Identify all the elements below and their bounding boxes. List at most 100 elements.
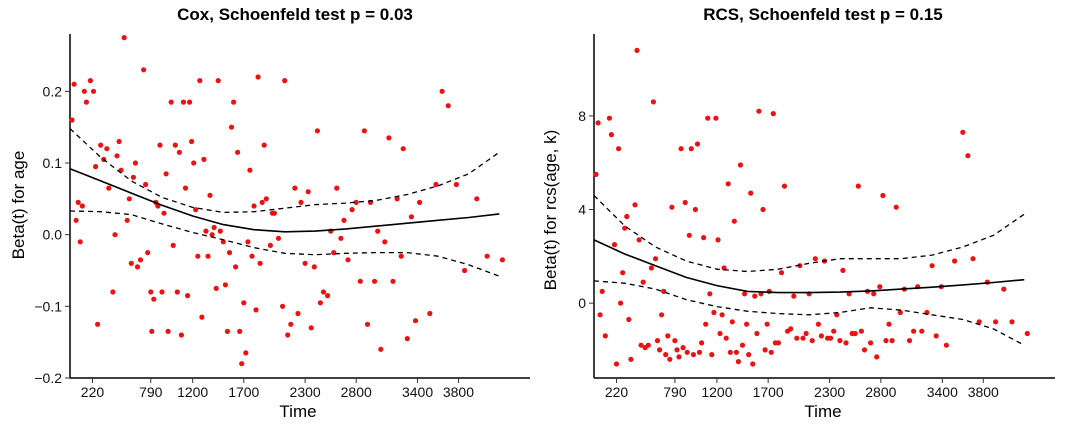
y-tick-label-cox: 0.1 xyxy=(43,155,63,171)
data-point-rcs xyxy=(616,146,622,152)
data-point-rcs xyxy=(672,338,678,344)
upper-confidence-band-rcs xyxy=(593,195,1025,273)
data-point-rcs xyxy=(886,321,892,327)
data-point-rcs xyxy=(874,354,880,360)
data-point-cox xyxy=(251,203,257,209)
y-axis-label-cox: Beta(t) for age xyxy=(9,151,28,260)
data-point-rcs xyxy=(843,340,849,346)
data-point-cox xyxy=(226,250,233,256)
data-point-rcs xyxy=(815,321,822,327)
data-point-rcs xyxy=(794,335,800,341)
data-point-rcs xyxy=(622,225,628,231)
data-point-rcs xyxy=(632,202,638,208)
data-point-cox xyxy=(145,250,151,256)
data-point-rcs xyxy=(711,309,717,316)
data-point-cox xyxy=(364,321,371,327)
data-point-rcs xyxy=(889,338,895,344)
data-point-cox xyxy=(95,321,101,327)
data-point-rcs xyxy=(911,328,917,334)
data-point-rcs xyxy=(595,120,601,126)
data-point-rcs xyxy=(893,204,899,210)
x-tick-label-rcs: 3400 xyxy=(927,384,958,400)
data-point-cox xyxy=(191,160,197,166)
data-point-cox xyxy=(259,199,265,205)
data-point-cox xyxy=(314,128,320,134)
data-point-rcs xyxy=(831,328,837,334)
data-point-cox xyxy=(203,228,209,234)
data-point-rcs xyxy=(634,47,640,54)
fitted-beta-line-rcs xyxy=(593,239,1025,294)
data-point-rcs xyxy=(705,115,711,121)
data-point-cox xyxy=(104,146,110,152)
data-point-rcs xyxy=(752,293,758,299)
data-point-cox xyxy=(400,146,406,152)
data-point-cox xyxy=(141,67,147,73)
data-point-cox xyxy=(207,192,213,198)
data-point-rcs xyxy=(1009,319,1015,325)
data-point-cox xyxy=(172,142,178,148)
data-point-rcs xyxy=(976,319,982,325)
data-point-cox xyxy=(134,264,141,270)
data-point-cox xyxy=(263,196,269,202)
lower-confidence-band-cox xyxy=(69,210,500,277)
data-point-cox xyxy=(126,196,132,202)
data-point-rcs xyxy=(731,218,737,224)
y-tick-label-rcs: 4 xyxy=(578,202,586,218)
data-point-rcs xyxy=(760,206,766,213)
data-point-cox xyxy=(182,185,189,191)
data-point-rcs xyxy=(744,321,750,327)
data-point-rcs xyxy=(775,340,782,346)
data-point-rcs xyxy=(1024,330,1030,337)
data-point-rcs xyxy=(597,312,603,318)
data-point-rcs xyxy=(652,256,659,262)
data-point-rcs xyxy=(688,146,694,152)
y-tick-label-rcs: 8 xyxy=(578,108,586,124)
data-point-rcs xyxy=(701,235,707,241)
data-point-cox xyxy=(341,217,347,223)
data-point-cox xyxy=(334,185,340,191)
data-point-cox xyxy=(199,314,205,320)
data-point-rcs xyxy=(756,108,762,114)
data-point-rcs xyxy=(715,237,721,243)
data-point-cox xyxy=(168,99,174,105)
data-point-cox xyxy=(178,332,184,338)
data-point-rcs xyxy=(676,354,682,360)
data-point-cox xyxy=(280,303,286,309)
data-point-cox xyxy=(271,210,277,216)
data-point-rcs xyxy=(593,171,599,177)
data-point-cox xyxy=(338,235,344,241)
data-point-cox xyxy=(90,88,97,94)
data-point-rcs xyxy=(694,141,701,147)
data-point-rcs xyxy=(877,284,883,290)
data-point-rcs xyxy=(834,312,840,318)
data-point-cox xyxy=(213,285,219,291)
data-point-rcs xyxy=(861,347,868,353)
data-point-rcs xyxy=(919,328,925,334)
x-axis-label-rcs: Time xyxy=(804,402,841,421)
data-point-cox xyxy=(417,199,423,205)
data-point-rcs xyxy=(638,342,644,348)
data-point-rcs xyxy=(628,356,634,362)
data-point-rcs xyxy=(965,153,971,159)
data-point-cox xyxy=(77,239,83,245)
x-axis-label-cox: Time xyxy=(279,402,316,421)
data-point-cox xyxy=(285,332,291,338)
data-point-cox xyxy=(288,321,294,327)
data-point-rcs xyxy=(735,359,742,365)
data-point-rcs xyxy=(781,183,788,189)
data-point-rcs xyxy=(788,326,794,332)
data-point-rcs xyxy=(699,340,705,346)
data-point-rcs xyxy=(764,321,770,327)
data-point-cox xyxy=(247,167,253,173)
data-point-cox xyxy=(249,253,255,259)
data-point-cox xyxy=(235,149,241,155)
data-point-rcs xyxy=(929,263,935,269)
data-point-rcs xyxy=(746,352,752,358)
data-point-rcs xyxy=(620,270,626,276)
data-point-cox xyxy=(317,300,323,306)
data-point-cox xyxy=(427,310,433,317)
lower-confidence-band-rcs xyxy=(593,280,1025,346)
data-point-rcs xyxy=(680,345,686,351)
data-point-rcs xyxy=(852,330,858,337)
